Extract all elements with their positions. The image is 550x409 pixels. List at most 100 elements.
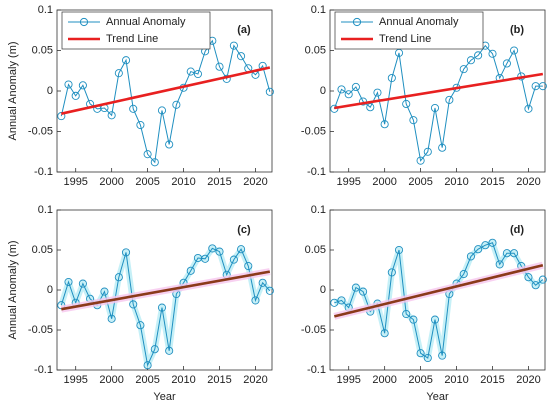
x-tick-label: 2010 (171, 374, 195, 386)
data-point (423, 353, 432, 363)
trend-line (61, 66, 271, 115)
data-point (193, 69, 202, 79)
data-point (474, 51, 483, 60)
y-tick-label: -0.1 (307, 166, 326, 178)
data-point (524, 104, 533, 113)
data-point (438, 143, 447, 152)
data-point (488, 49, 497, 58)
x-tick-label: 1995 (336, 374, 360, 386)
data-point (351, 82, 360, 91)
data-point (201, 254, 210, 263)
y-tick-label: -0.05 (301, 125, 326, 137)
data-point (136, 321, 145, 330)
data-point (237, 52, 246, 61)
x-tick-label: 2000 (99, 176, 123, 188)
x-tick-label: 1995 (63, 374, 87, 386)
data-point (337, 296, 346, 305)
x-tick-label: 2015 (207, 176, 231, 188)
y-tick-label: 0 (47, 284, 53, 296)
data-point (495, 260, 504, 269)
data-point (474, 245, 483, 254)
x-tick-label: 2005 (135, 374, 159, 386)
x-tick-label: 2020 (243, 374, 267, 386)
data-point (409, 116, 418, 125)
data-point (258, 278, 267, 287)
y-tick-label: -0.05 (28, 324, 53, 336)
data-point (351, 283, 360, 292)
series-line (333, 44, 543, 162)
x-tick-label: 2000 (372, 176, 396, 188)
data-point (373, 88, 382, 97)
legend-label: Trend Line (379, 33, 431, 45)
data-point (107, 314, 116, 323)
x-tick-label: 2005 (135, 176, 159, 188)
x-tick-label: 2000 (372, 374, 396, 386)
panel: -0.1 -0.05 0 0.05 0.1 1995 2000 2005 2010 2015 202… (7, 204, 274, 403)
legend-label: Annual Anomaly (106, 16, 186, 28)
data-point (502, 59, 511, 68)
data-point (459, 269, 468, 279)
data-point (466, 56, 475, 65)
data-point (438, 351, 447, 360)
data-point (409, 315, 418, 324)
data-point (114, 69, 123, 78)
data-point (251, 296, 260, 305)
data-point (143, 361, 152, 370)
data-point (416, 349, 425, 358)
y-axis-label: Annual Anomaly (m) (7, 240, 19, 339)
data-point (330, 298, 339, 307)
data-point (344, 90, 353, 99)
data-point (208, 244, 217, 253)
data-point (64, 80, 73, 89)
data-point (510, 249, 519, 258)
data-point (172, 100, 181, 109)
x-tick-label: 2010 (444, 176, 468, 188)
data-point (366, 103, 375, 112)
legend-label: Annual Anomaly (379, 16, 459, 28)
data-point (466, 252, 475, 261)
x-tick-label: 2015 (480, 176, 504, 188)
y-tick-label: 0 (320, 85, 326, 97)
data-point (337, 85, 346, 94)
trend-line (334, 72, 544, 110)
x-tick-label: 2005 (408, 374, 432, 386)
data-point (394, 245, 404, 255)
data-point (186, 67, 195, 76)
y-tick-label: 0.1 (311, 4, 326, 16)
x-tick-label: 2000 (99, 374, 123, 386)
trend-line (61, 270, 271, 311)
legend-marker (352, 17, 362, 27)
data-point (64, 277, 73, 287)
y-axis-label: Annual Anomaly (m) (7, 41, 19, 140)
data-point (402, 99, 411, 109)
data-point (107, 111, 116, 120)
panel: -0.1 -0.05 0 0.05 0.1 1995 2000 2005 2010 2015 202… (301, 4, 547, 188)
x-tick-label: 2015 (480, 374, 504, 386)
data-point (387, 73, 396, 83)
data-point (402, 309, 411, 319)
data-point (488, 238, 497, 247)
trend-line (334, 263, 544, 318)
series-line (60, 39, 271, 164)
data-point (157, 303, 167, 312)
legend-label: Trend Line (106, 33, 158, 45)
y-tick-label: -0.05 (301, 324, 326, 336)
data-point (150, 158, 159, 167)
y-tick-label: 0.05 (305, 244, 326, 256)
y-tick-label: 0.05 (305, 44, 326, 56)
data-point (165, 140, 174, 149)
data-point (215, 62, 224, 71)
data-point (430, 315, 440, 324)
data-point (237, 245, 246, 254)
data-point (78, 81, 87, 90)
panel-label: (b) (510, 24, 524, 36)
legend-box (61, 11, 211, 50)
data-point (129, 300, 138, 309)
panel: -0.1 -0.05 0 0.05 0.1 1995 2000 2005 2010 2015 202… (301, 204, 547, 403)
data-point (538, 82, 547, 91)
data-point (114, 273, 123, 282)
data-point (165, 346, 174, 355)
data-point (100, 287, 109, 296)
data-point (380, 120, 389, 129)
panel-label: (d) (510, 224, 524, 236)
